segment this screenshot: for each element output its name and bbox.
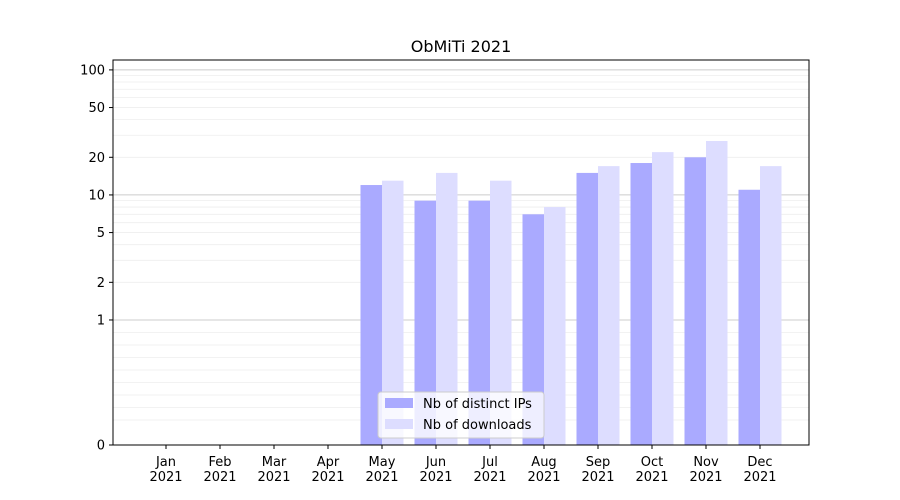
y-axis: 0 1 2 5 10 20 50 100: [80, 63, 113, 454]
x-tick-label: Dec 2021: [743, 455, 776, 485]
bar-distinct-ips: [684, 157, 706, 445]
x-tick-label: Jan 2021: [149, 455, 182, 485]
x-tick-label: Sep 2021: [581, 455, 614, 485]
bar-distinct-ips: [630, 163, 652, 445]
bar-distinct-ips: [414, 200, 436, 445]
bar-downloads: [652, 152, 674, 445]
bar-downloads: [436, 172, 458, 445]
bar-distinct-ips: [522, 214, 544, 445]
bar-distinct-ips: [738, 189, 760, 445]
bar-distinct-ips: [576, 172, 598, 445]
bar-distinct-ips: [468, 200, 490, 445]
x-tick-label: Nov 2021: [689, 455, 722, 485]
bar-downloads: [490, 180, 512, 445]
chart-title: ObMiTi 2021: [411, 37, 512, 56]
legend-swatch: [385, 398, 413, 408]
x-tick-label: Feb 2021: [203, 455, 236, 485]
bar-downloads: [544, 207, 566, 445]
x-tick-label: Oct 2021: [635, 455, 668, 485]
bar-distinct-ips: [360, 185, 382, 445]
x-tick-label: Mar 2021: [257, 455, 290, 485]
legend-swatch: [385, 419, 413, 429]
y-tick-label: 20: [88, 151, 105, 166]
y-tick-label: 2: [97, 276, 105, 291]
plot-frame: [112, 59, 810, 446]
bar-downloads: [382, 180, 404, 445]
y-tick-label: 5: [97, 226, 105, 241]
x-tick-label: Jun 2021: [419, 455, 452, 485]
y-tick-label: 0: [97, 439, 105, 454]
legend-label: Nb of distinct IPs: [423, 397, 532, 412]
x-tick-label: May 2021: [365, 455, 398, 485]
y-tick-label: 1: [97, 313, 105, 328]
bar-downloads: [760, 166, 782, 445]
legend: Nb of distinct IPs Nb of downloads: [377, 391, 545, 439]
legend-label: Nb of downloads: [423, 418, 532, 433]
bar-downloads: [598, 166, 620, 445]
bars: [360, 140, 782, 445]
x-tick-label: Apr 2021: [311, 455, 344, 485]
y-tick-label: 50: [88, 101, 105, 116]
legend-box: [377, 391, 545, 439]
x-axis: Jan 2021 Feb 2021 Mar 2021 Apr 2021 May 2021 Jun 20…: [149, 445, 777, 485]
x-tick-label: Jul 2021: [473, 455, 506, 485]
y-tick-label: 10: [88, 188, 105, 203]
x-tick-label: Aug 2021: [527, 455, 560, 485]
bar-downloads: [706, 140, 728, 445]
y-tick-label: 100: [80, 63, 105, 78]
